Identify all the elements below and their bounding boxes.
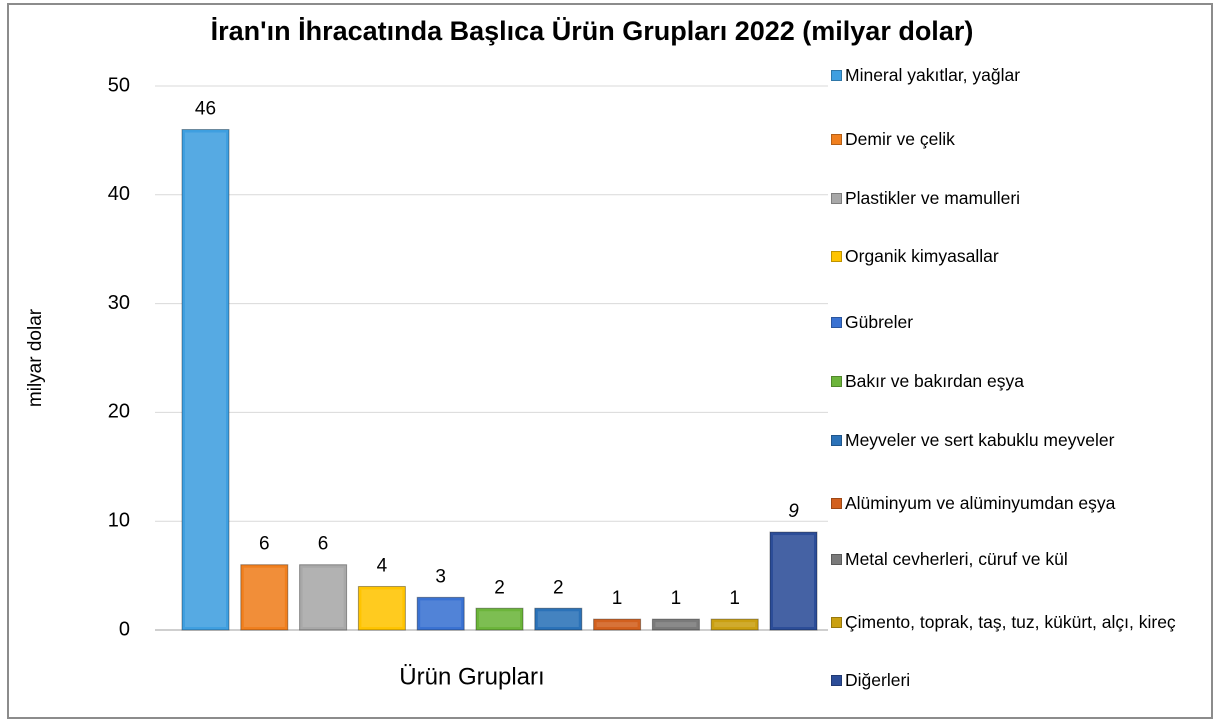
legend-label: Diğerleri bbox=[845, 670, 911, 690]
y-tick-label: 30 bbox=[108, 292, 130, 314]
data-label: 1 bbox=[671, 588, 682, 609]
legend-item: Plastikler ve mamulleri bbox=[831, 185, 1207, 212]
bar bbox=[651, 618, 700, 631]
legend-label: Çimento, toprak, taş, tuz, kükürt, alçı,… bbox=[845, 612, 1176, 632]
legend-label: Meyveler ve sert kabuklu meyveler bbox=[845, 430, 1115, 450]
legend-label: Mineral yakıtlar, yağlar bbox=[845, 65, 1021, 85]
y-tick-label: 0 bbox=[119, 618, 130, 640]
legend-swatch bbox=[831, 617, 842, 628]
legend-swatch bbox=[831, 70, 842, 81]
data-label: 1 bbox=[612, 588, 623, 609]
y-tick-label: 20 bbox=[108, 401, 130, 423]
legend-swatch bbox=[831, 675, 842, 686]
legend-item: Demir ve çelik bbox=[831, 126, 1207, 153]
y-axis-label: milyar dolar bbox=[25, 308, 46, 407]
legend-item: Gübreler bbox=[831, 309, 1207, 336]
legend-label: Gübreler bbox=[845, 312, 914, 332]
legend-label: Bakır ve bakırdan eşya bbox=[845, 371, 1024, 391]
data-label: 9 bbox=[788, 501, 799, 522]
legend-item: Metal cevherleri, cüruf ve kül bbox=[831, 546, 1207, 573]
chart-title: İran'ın İhracatında Başlıca Ürün Gruplar… bbox=[211, 16, 974, 46]
data-label: 3 bbox=[435, 566, 446, 587]
legend-item: Alüminyum ve alüminyumdan eşya bbox=[831, 490, 1207, 517]
bar-bevel bbox=[243, 567, 285, 627]
legend-item: Mineral yakıtlar, yağlar bbox=[831, 62, 1207, 89]
data-label: 1 bbox=[729, 588, 740, 609]
y-tick-label: 50 bbox=[108, 74, 130, 96]
data-label: 2 bbox=[494, 577, 505, 598]
data-label: 2 bbox=[553, 577, 564, 598]
legend-item: Çimento, toprak, taş, tuz, kükürt, alçı,… bbox=[831, 609, 1207, 636]
legend-item: Diğerleri bbox=[831, 667, 1207, 694]
legend-label: Demir ve çelik bbox=[845, 129, 955, 149]
data-label: 6 bbox=[259, 534, 270, 555]
legend-swatch bbox=[831, 435, 842, 446]
y-tick-label: 40 bbox=[108, 183, 130, 205]
legend-label: Metal cevherleri, cüruf ve kül bbox=[845, 549, 1068, 569]
bar bbox=[240, 564, 289, 631]
data-label: 6 bbox=[318, 534, 329, 555]
bar bbox=[475, 607, 524, 631]
y-tick-label: 10 bbox=[108, 509, 130, 531]
bar bbox=[769, 531, 818, 631]
bar-bevel bbox=[302, 567, 344, 627]
bar bbox=[357, 585, 406, 631]
legend-item: Bakır ve bakırdan eşya bbox=[831, 368, 1207, 395]
bar-bevel bbox=[185, 132, 226, 627]
bar bbox=[299, 564, 348, 631]
data-label: 4 bbox=[377, 555, 388, 576]
legend-swatch bbox=[831, 134, 842, 145]
bar bbox=[416, 596, 465, 631]
bar bbox=[181, 129, 230, 631]
bar-bevel bbox=[361, 589, 403, 627]
legend-swatch bbox=[831, 251, 842, 262]
legend-label: Organik kimyasallar bbox=[845, 246, 999, 266]
legend-item: Organik kimyasallar bbox=[831, 243, 1207, 270]
legend-swatch bbox=[831, 554, 842, 565]
bar-bevel bbox=[479, 611, 520, 627]
legend-swatch bbox=[831, 376, 842, 387]
bar-bevel bbox=[655, 622, 697, 627]
bar-bevel bbox=[537, 611, 579, 627]
legend-item: Meyveler ve sert kabuklu meyveler bbox=[831, 427, 1207, 454]
bar-bevel bbox=[773, 535, 814, 627]
legend-swatch bbox=[831, 498, 842, 509]
x-axis-label: Ürün Grupları bbox=[399, 663, 544, 690]
bar-bevel bbox=[714, 622, 756, 627]
legend-swatch bbox=[831, 317, 842, 328]
bar bbox=[534, 607, 583, 631]
bar-bevel bbox=[596, 622, 638, 627]
data-label: 46 bbox=[195, 99, 216, 120]
legend-label: Plastikler ve mamulleri bbox=[845, 188, 1021, 208]
bar-bevel bbox=[420, 600, 462, 627]
bar bbox=[593, 618, 642, 631]
legend-swatch bbox=[831, 193, 842, 204]
legend-label: Alüminyum ve alüminyumdan eşya bbox=[845, 493, 1116, 513]
bar bbox=[710, 618, 759, 631]
